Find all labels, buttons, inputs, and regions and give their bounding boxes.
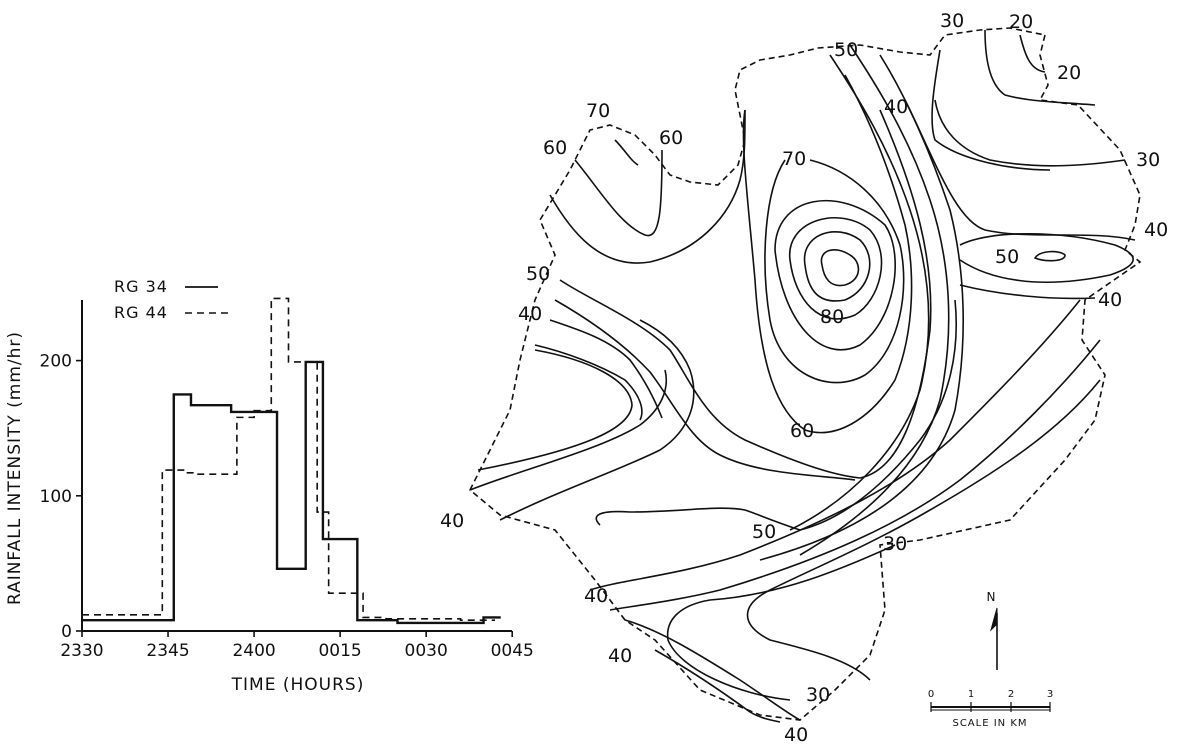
contour-label: 40 xyxy=(584,585,608,607)
contour-50-east-lobe xyxy=(1033,250,1066,262)
catchment-boundary xyxy=(469,27,1142,721)
contour-label: 20 xyxy=(1057,62,1081,84)
contour-70-corner xyxy=(614,139,639,166)
contour-label: 70 xyxy=(782,148,806,170)
y-ticks: 0 100 200 xyxy=(40,352,82,642)
y-tick-label: 0 xyxy=(61,622,72,642)
contour-label: 60 xyxy=(659,127,683,149)
contour-80-ring xyxy=(803,230,871,302)
y-axis-title: RAINFALL INTENSITY (mm/hr) xyxy=(5,331,25,605)
contour-label: 40 xyxy=(1098,289,1122,311)
contour-se-6 xyxy=(654,649,781,723)
contour-40-lobe-2 xyxy=(469,369,667,491)
contour-40-west-a xyxy=(549,319,663,419)
north-arrow-head-icon xyxy=(990,607,998,632)
contour-70-outer xyxy=(764,159,905,384)
contour-label: 50 xyxy=(752,521,776,543)
contour-50-south xyxy=(595,507,801,531)
contour-label: 80 xyxy=(820,306,844,328)
contour-40-west-b xyxy=(534,344,643,421)
contour-label: 40 xyxy=(440,510,464,532)
contour-40-lobe-3 xyxy=(499,319,695,521)
contour-70-ring xyxy=(774,199,896,351)
contour-label: 20 xyxy=(1009,11,1033,33)
scale-tick-2: 2 xyxy=(1008,689,1014,700)
contour-se-5 xyxy=(624,619,801,721)
series-rg34 xyxy=(82,360,501,625)
contour-label: 60 xyxy=(790,420,814,442)
y-tick-label: 100 xyxy=(40,487,72,507)
scale-tick-1: 1 xyxy=(968,689,974,700)
contour-se-1 xyxy=(589,299,1081,591)
contour-40-lobe xyxy=(477,349,633,471)
legend-label-rg44: RG 44 xyxy=(114,303,168,322)
contour-label: 40 xyxy=(1144,219,1168,241)
isohyetal-contour-map: 70 60 60 50 40 40 70 80 60 50 50 40 30 4… xyxy=(440,10,1168,746)
scale-bar: 0 1 2 3 SCALE IN KM xyxy=(928,689,1053,729)
contour-labels: 70 60 60 50 40 40 70 80 60 50 50 40 30 4… xyxy=(440,10,1168,746)
contour-50-south-2 xyxy=(799,299,958,531)
series-layer xyxy=(82,297,501,625)
scale-label: SCALE IN KM xyxy=(952,718,1027,729)
contour-40-east-2 xyxy=(959,284,1096,300)
north-arrow: N xyxy=(987,590,998,670)
x-tick-label: 0015 xyxy=(318,641,361,661)
legend-label-rg34: RG 34 xyxy=(114,277,168,296)
contour-30-east xyxy=(934,99,1126,167)
contour-80-inner xyxy=(820,249,860,287)
contour-label: 40 xyxy=(884,96,908,118)
contour-label: 50 xyxy=(834,39,858,61)
contour-label: 50 xyxy=(995,246,1019,268)
contour-se-4 xyxy=(666,544,896,701)
contour-label: 30 xyxy=(883,533,907,555)
contour-label: 30 xyxy=(940,10,964,32)
x-tick-label: 2330 xyxy=(60,641,103,661)
x-tick-label: 0030 xyxy=(405,641,448,661)
x-ticks: 2330 2345 2400 0015 0030 0045 xyxy=(60,631,534,661)
contour-label: 30 xyxy=(806,684,830,706)
contour-60-inner xyxy=(742,74,913,434)
contour-spine-1 xyxy=(789,54,930,531)
contour-se-3 xyxy=(746,379,1101,681)
contour-spine-2 xyxy=(799,44,950,556)
scale-tick-3: 3 xyxy=(1047,689,1053,700)
contour-se-2 xyxy=(609,339,1101,611)
y-tick-label: 200 xyxy=(40,352,72,372)
contour-label: 60 xyxy=(543,137,567,159)
contour-label: 50 xyxy=(526,263,550,285)
contour-40-east-lobe xyxy=(959,233,1134,283)
contour-label: 40 xyxy=(518,303,542,325)
contour-50-mid-2 xyxy=(554,299,856,481)
contour-label: 30 xyxy=(1136,149,1160,171)
x-tick-label: 2400 xyxy=(232,641,275,661)
contour-50-west xyxy=(549,109,746,264)
x-axis-title: TIME (HOURS) xyxy=(231,675,365,695)
contour-label: 40 xyxy=(784,724,808,746)
contour-20-ne-inner xyxy=(1019,34,1046,73)
contour-75-ring xyxy=(789,216,883,320)
contour-label: 70 xyxy=(586,100,610,122)
contour-50-mid xyxy=(559,109,932,479)
legend: RG 34 RG 44 xyxy=(114,277,228,322)
contour-30-east-2 xyxy=(931,49,1051,171)
contour-lines xyxy=(469,29,1136,723)
contour-label: 40 xyxy=(608,645,632,667)
rainfall-intensity-chart: 0 100 200 2330 2345 2400 0015 0030 0045 TIME (H… xyxy=(5,277,534,695)
x-tick-label: 2345 xyxy=(146,641,189,661)
north-label: N xyxy=(987,590,996,604)
contour-40-east xyxy=(904,99,1136,241)
contour-60-corner xyxy=(574,149,663,237)
x-tick-label: 0045 xyxy=(491,641,534,661)
contour-20-ne xyxy=(984,29,1096,106)
scale-tick-0: 0 xyxy=(928,689,934,700)
series-rg44 xyxy=(82,297,495,621)
